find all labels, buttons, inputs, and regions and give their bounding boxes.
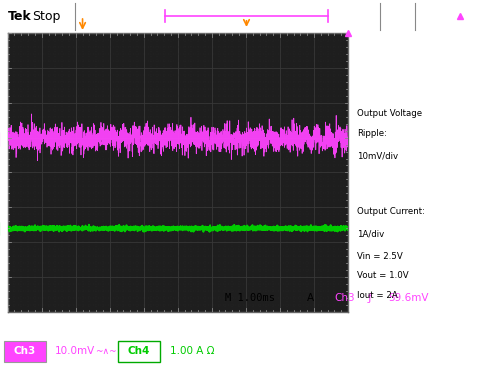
Bar (4, 341, 46, 362)
Text: Output Current:: Output Current: (357, 207, 425, 216)
Text: Iout = 2A: Iout = 2A (357, 291, 397, 300)
Text: A: A (306, 293, 313, 303)
Text: M 1.00ms: M 1.00ms (225, 293, 275, 303)
Text: Output Voltage: Output Voltage (357, 110, 422, 118)
Bar (118, 341, 160, 362)
Text: 1.00 A Ω: 1.00 A Ω (170, 346, 215, 356)
Text: Ripple:: Ripple: (357, 129, 387, 138)
Text: Ch3: Ch3 (335, 293, 355, 303)
Text: Vout = 1.0V: Vout = 1.0V (357, 271, 408, 280)
Text: Ch3: Ch3 (14, 346, 36, 356)
Text: ~∧~: ~∧~ (95, 347, 117, 356)
Text: Tek: Tek (8, 10, 32, 23)
Text: ƒ: ƒ (368, 293, 372, 303)
Text: Stop: Stop (32, 10, 60, 23)
Text: Ch4: Ch4 (128, 346, 150, 356)
Text: 10.0mV: 10.0mV (55, 346, 95, 356)
Text: 59.6mV: 59.6mV (388, 293, 428, 303)
Text: 1A/div: 1A/div (357, 229, 384, 238)
Text: Vin = 2.5V: Vin = 2.5V (357, 252, 403, 261)
Text: 10mV/div: 10mV/div (357, 151, 398, 160)
